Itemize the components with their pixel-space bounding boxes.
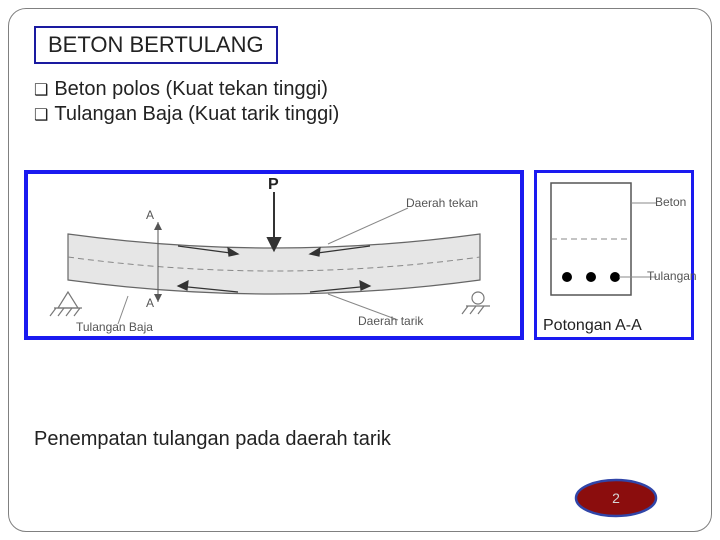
compression-label: Daerah tekan [406, 196, 478, 210]
load-label: P [268, 176, 279, 194]
diagram-row: P A A Daerah tekan Daerah tarik Tulangan… [24, 170, 694, 340]
section-a-top: A [146, 208, 154, 222]
tension-label: Daerah tarik [358, 314, 423, 328]
bullet-list: Beton polos (Kuat tekan tinggi) Tulangan… [34, 78, 339, 128]
caption-text: Penempatan tulangan pada daerah tarik [34, 428, 391, 451]
title-box: BETON BERTULANG [34, 26, 278, 64]
bullet-item: Beton polos (Kuat tekan tinggi) [34, 78, 339, 101]
page-number-text: 2 [612, 490, 620, 506]
beam-diagram: P A A Daerah tekan Daerah tarik Tulangan… [24, 170, 524, 340]
section-rebar-label: Tulangan [647, 269, 697, 283]
page-number-badge: 2 [572, 476, 660, 520]
section-diagram: Beton Tulangan Potongan A-A [534, 170, 694, 340]
rebar-label: Tulangan Baja [76, 320, 153, 334]
concrete-label: Beton [655, 195, 686, 209]
section-a-bottom: A [146, 296, 154, 310]
bullet-item: Tulangan Baja (Kuat tarik tinggi) [34, 103, 339, 126]
section-title: Potongan A-A [543, 317, 642, 335]
page-title: BETON BERTULANG [48, 32, 264, 57]
